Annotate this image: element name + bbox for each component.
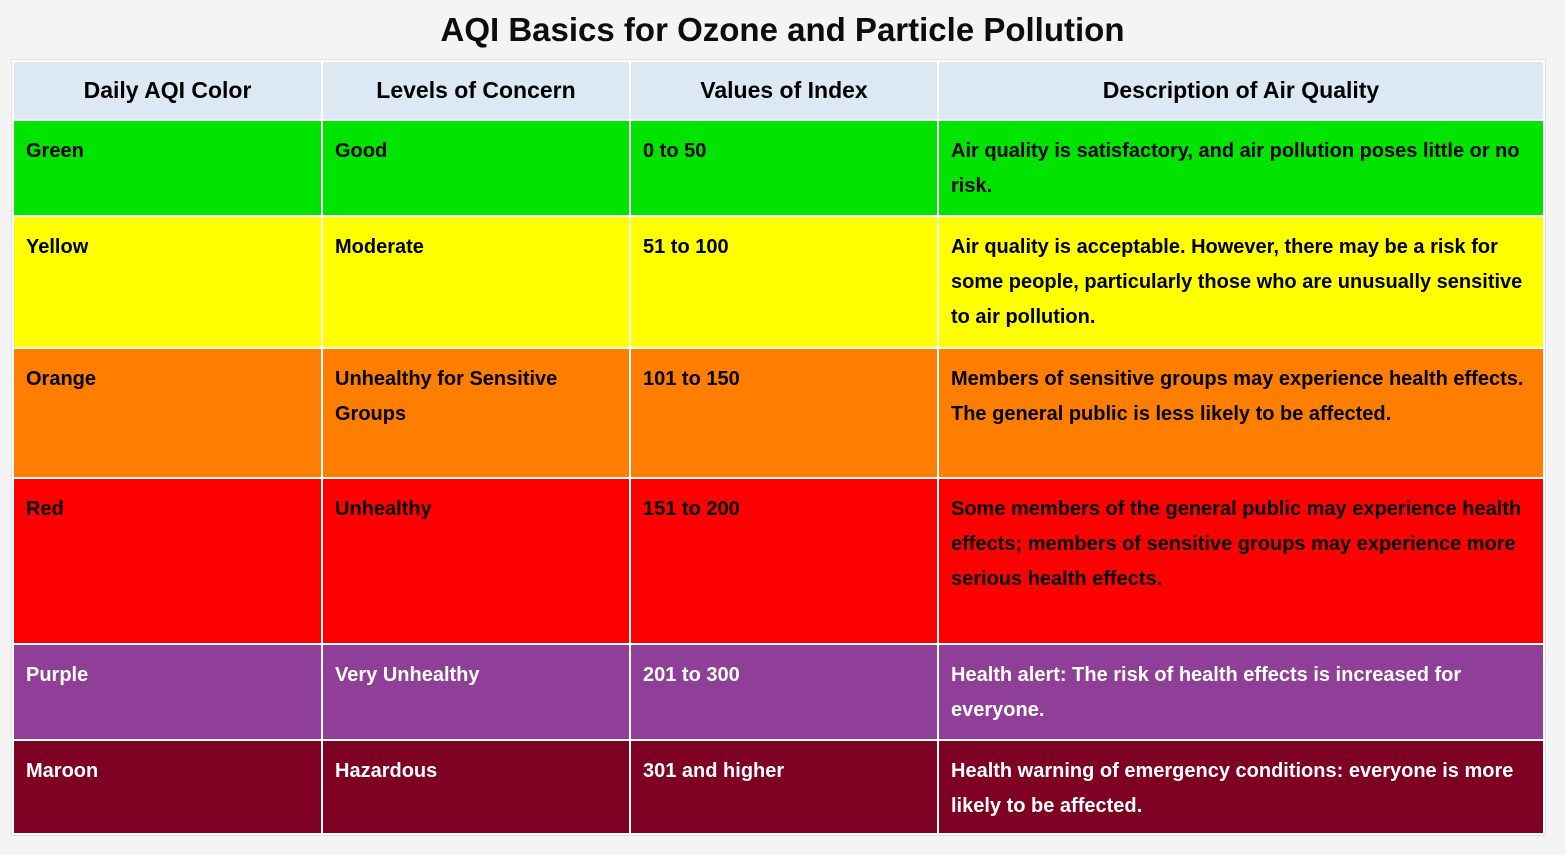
column-header-levels-of-concern: Levels of Concern (323, 62, 629, 119)
cell-index-values: 301 and higher (631, 741, 937, 833)
cell-description: Some members of the general public may e… (939, 479, 1543, 643)
cell-color-name: Purple (14, 645, 321, 739)
cell-color-name: Maroon (14, 741, 321, 833)
column-header-values-of-index: Values of Index (631, 62, 937, 119)
cell-index-values: 0 to 50 (631, 121, 937, 215)
cell-level-of-concern: Unhealthy for Sensitive Groups (323, 349, 629, 477)
cell-index-values: 151 to 200 (631, 479, 937, 643)
column-header-daily-aqi-color: Daily AQI Color (14, 62, 321, 119)
cell-description: Air quality is acceptable. However, ther… (939, 217, 1543, 347)
page-title: AQI Basics for Ozone and Particle Pollut… (440, 11, 1125, 48)
cell-level-of-concern: Unhealthy (323, 479, 629, 643)
cell-color-name: Yellow (14, 217, 321, 347)
cell-index-values: 101 to 150 (631, 349, 937, 477)
cell-level-of-concern: Hazardous (323, 741, 629, 833)
column-header-description: Description of Air Quality (939, 62, 1543, 119)
cell-level-of-concern: Very Unhealthy (323, 645, 629, 739)
aqi-table: Daily AQI Color Levels of Concern Values… (12, 60, 1545, 835)
cell-color-name: Green (14, 121, 321, 215)
cell-description: Air quality is satisfactory, and air pol… (939, 121, 1543, 215)
cell-level-of-concern: Moderate (323, 217, 629, 347)
cell-description: Members of sensitive groups may experien… (939, 349, 1543, 477)
cell-description: Health warning of emergency conditions: … (939, 741, 1543, 833)
cell-level-of-concern: Good (323, 121, 629, 215)
cell-color-name: Orange (14, 349, 321, 477)
cell-description: Health alert: The risk of health effects… (939, 645, 1543, 739)
cell-color-name: Red (14, 479, 321, 643)
cell-index-values: 51 to 100 (631, 217, 937, 347)
cell-index-values: 201 to 300 (631, 645, 937, 739)
